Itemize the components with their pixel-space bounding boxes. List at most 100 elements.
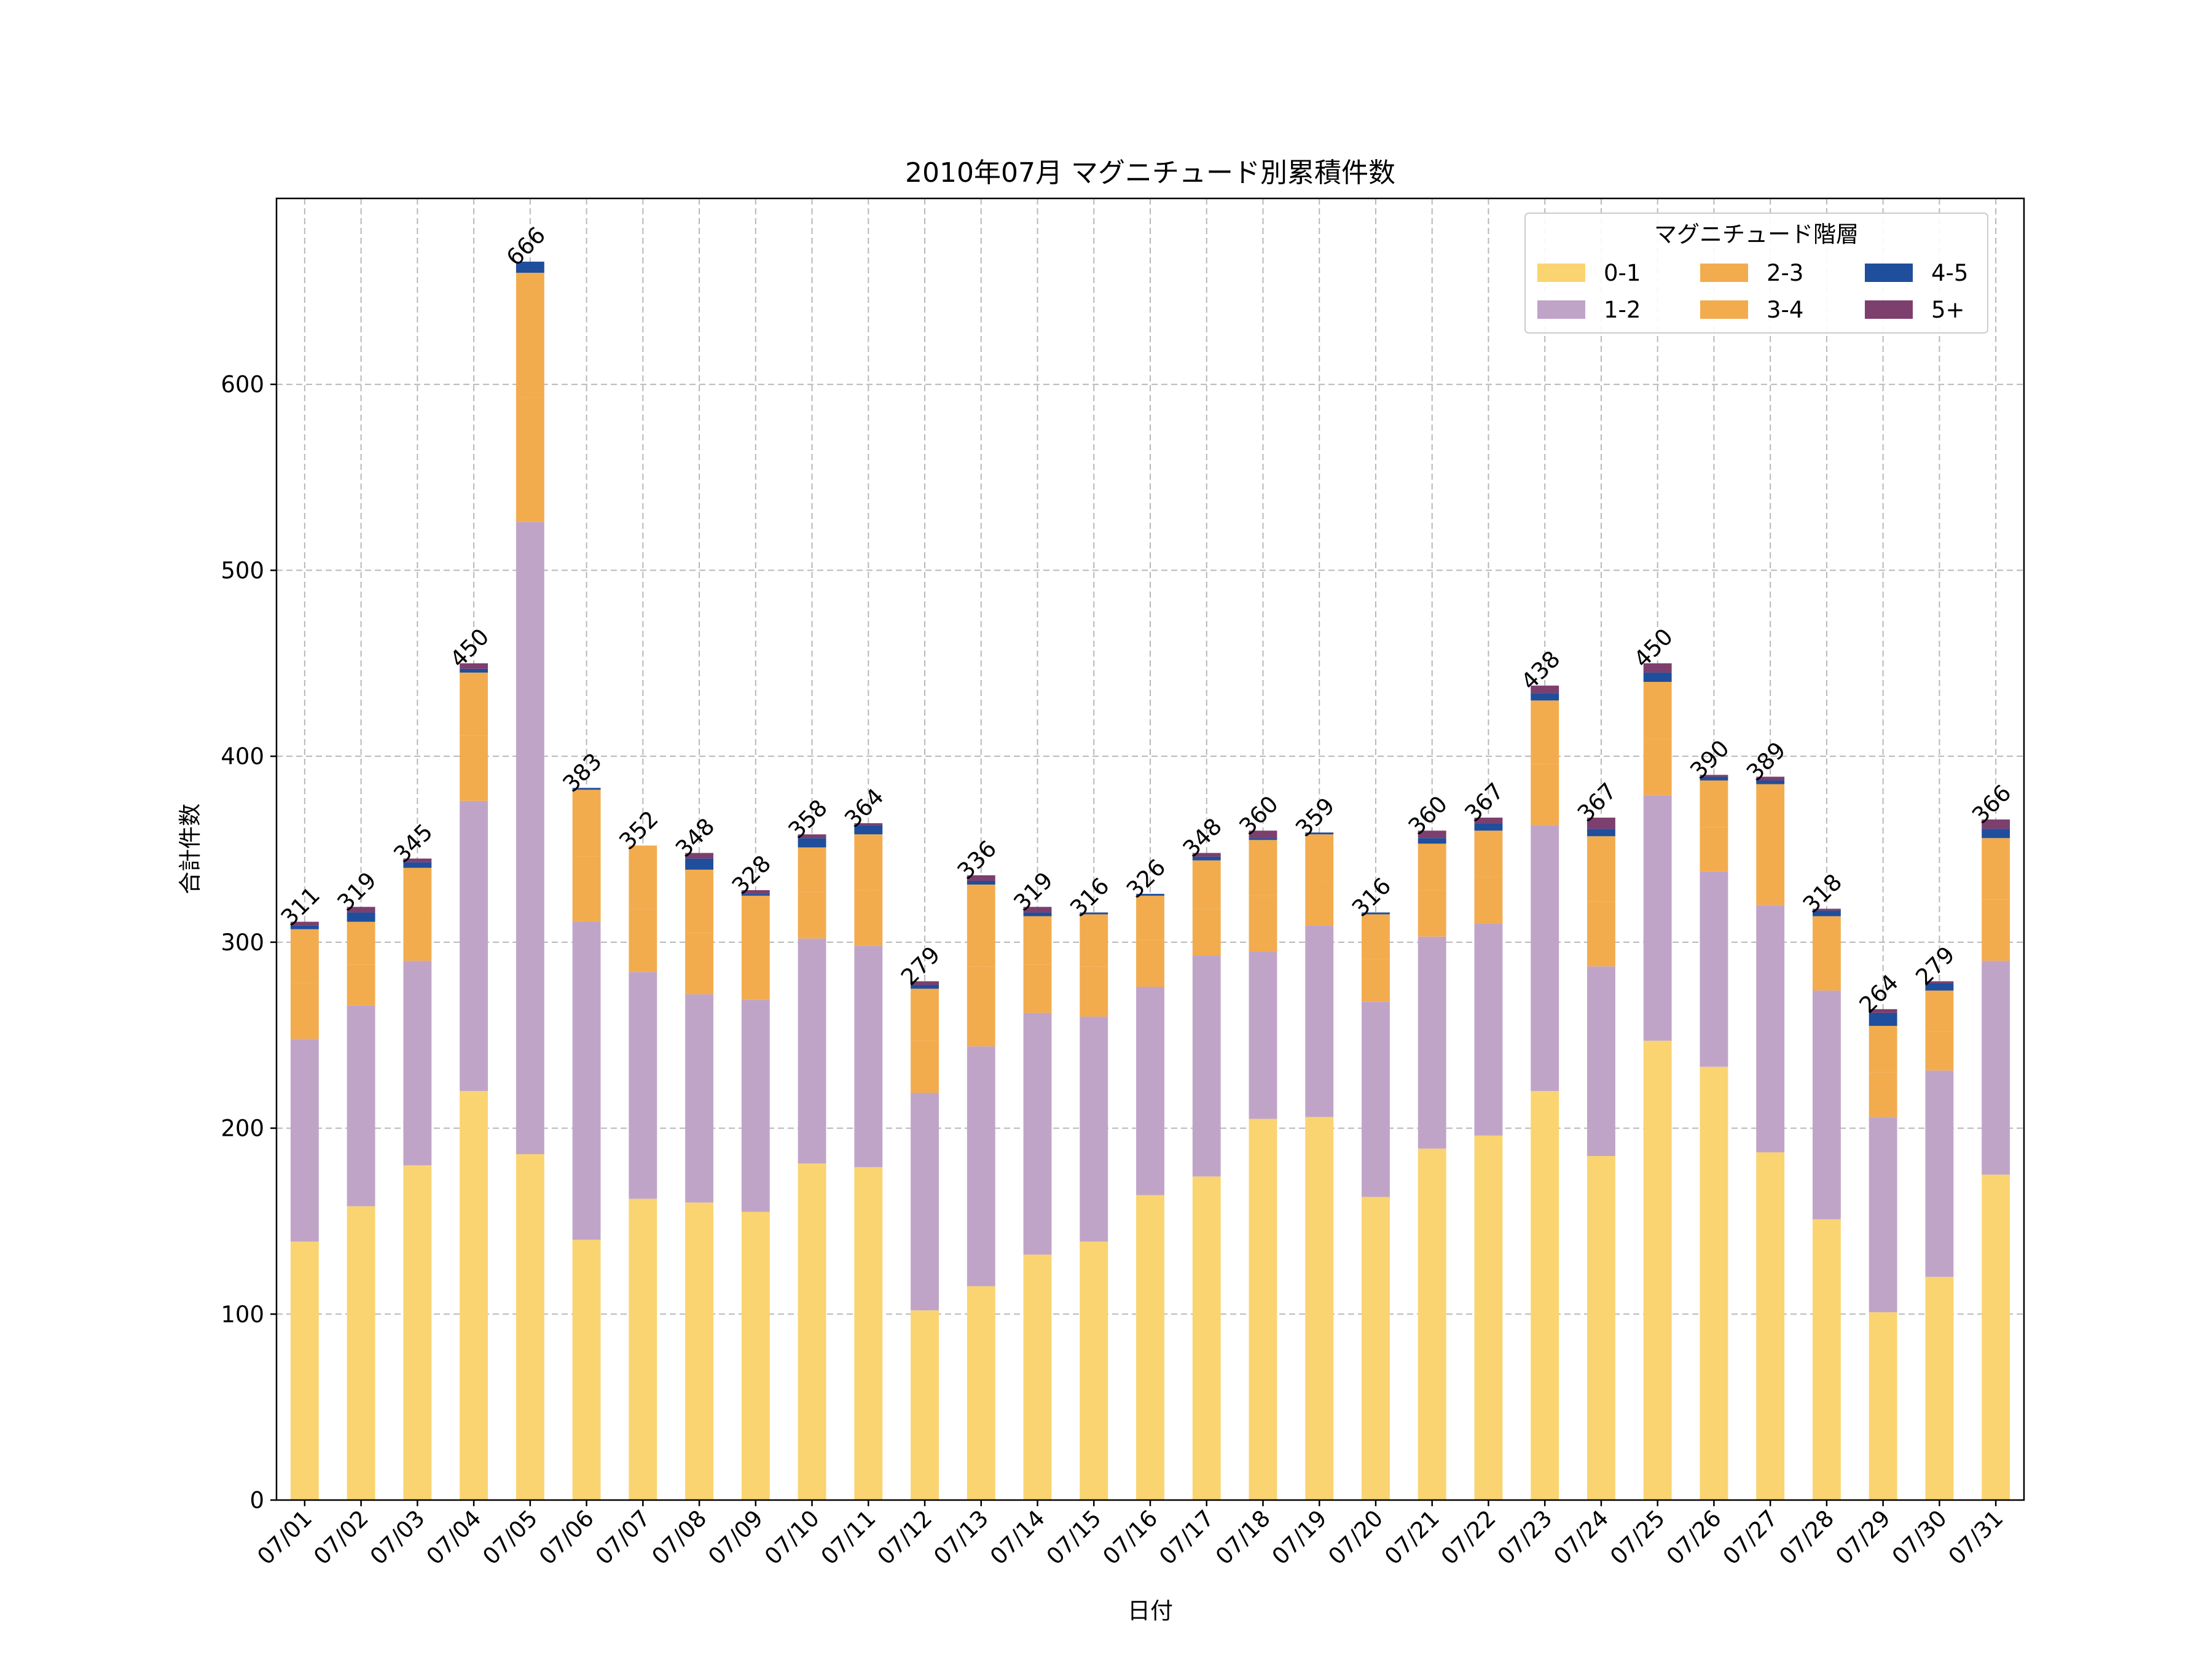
- bar-07-31-1-2: [1982, 961, 2010, 1175]
- bar-07-23-3-4: [1531, 700, 1559, 764]
- bar-07-07-1-2: [629, 972, 657, 1199]
- bar-07-14-4-5: [1023, 912, 1052, 916]
- legend-label: 1-2: [1604, 297, 1641, 323]
- bar-07-04-1-2: [460, 800, 488, 1092]
- bar-07-21-1-2: [1418, 936, 1446, 1149]
- bar-07-02-4-5: [347, 912, 375, 922]
- bar-07-20-1-2: [1362, 1001, 1390, 1197]
- bar-07-03-1-2: [403, 961, 432, 1166]
- bar-07-21-3-4: [1418, 843, 1446, 891]
- bar-07-14-0-1: [1023, 1254, 1052, 1500]
- bar-07-22-1-2: [1474, 923, 1503, 1136]
- bar-07-01-2-3: [290, 983, 319, 1039]
- bar-07-25-4-5: [1643, 672, 1672, 682]
- bar-07-06-3-4: [572, 789, 601, 857]
- bar-07-15-0-1: [1080, 1241, 1108, 1500]
- bar-07-23-4-5: [1531, 693, 1559, 701]
- bar-07-30-1-2: [1925, 1070, 1954, 1277]
- bar-07-21-0-1: [1418, 1148, 1446, 1500]
- bar-07-05-0-1: [516, 1154, 544, 1500]
- bar-07-24-2-3: [1587, 901, 1615, 967]
- bar-07-09-2-3: [741, 947, 770, 1000]
- bar-07-19-0-1: [1305, 1117, 1334, 1500]
- bar-07-08-5plus: [685, 853, 713, 859]
- bar-07-22-2-3: [1474, 877, 1503, 924]
- bar-07-27-3-4: [1756, 784, 1785, 846]
- bar-07-28-1-2: [1812, 990, 1841, 1219]
- bar-07-03-5plus: [403, 858, 432, 862]
- bar-07-14-1-2: [1023, 1012, 1052, 1255]
- bar-07-26-5plus: [1700, 775, 1728, 777]
- bar-07-07-0-1: [629, 1198, 657, 1500]
- y-tick-label: 300: [221, 929, 264, 956]
- bar-07-29-5plus: [1869, 1009, 1897, 1013]
- bar-07-17-5plus: [1192, 853, 1221, 857]
- bar-07-11-1-2: [854, 945, 883, 1168]
- bar-07-27-0-1: [1756, 1152, 1785, 1500]
- bar-07-09-0-1: [741, 1211, 770, 1500]
- bar-07-13-2-3: [967, 966, 995, 1047]
- bar-07-05-2-3: [516, 397, 544, 522]
- legend-swatch: [1700, 264, 1748, 282]
- bar-07-08-1-2: [685, 994, 713, 1203]
- bar-07-30-2-3: [1925, 1031, 1954, 1071]
- bar-07-14-2-3: [1023, 964, 1052, 1013]
- bar-07-22-4-5: [1474, 823, 1503, 831]
- bar-07-25-2-3: [1643, 739, 1672, 795]
- bar-07-27-4-5: [1756, 780, 1785, 784]
- bar-07-31-5plus: [1982, 819, 2010, 829]
- bar-07-23-1-2: [1531, 825, 1559, 1092]
- bar-07-19-2-3: [1305, 880, 1334, 926]
- bar-07-27-1-2: [1756, 905, 1785, 1152]
- bar-07-01-0-1: [290, 1241, 319, 1500]
- bar-07-05-1-2: [516, 522, 544, 1154]
- bar-07-17-2-3: [1192, 909, 1221, 956]
- bar-07-22-5plus: [1474, 818, 1503, 824]
- bar-07-31-4-5: [1982, 829, 2010, 838]
- bar-07-29-3-4: [1869, 1026, 1897, 1073]
- bar-07-12-3-4: [911, 988, 939, 1041]
- legend-title: マグニチュード階層: [1654, 221, 1859, 248]
- bar-07-16-2-3: [1136, 940, 1164, 987]
- bar-07-23-0-1: [1531, 1091, 1559, 1500]
- bar-07-14-5plus: [1023, 907, 1052, 913]
- bar-07-03-4-5: [403, 862, 432, 868]
- bar-07-15-1-2: [1080, 1016, 1108, 1242]
- bar-07-12-5plus: [911, 981, 939, 985]
- bar-07-29-1-2: [1869, 1117, 1897, 1313]
- bar-07-09-1-2: [741, 999, 770, 1212]
- bar-07-20-4-5: [1362, 912, 1390, 915]
- bar-07-09-4-5: [741, 894, 770, 896]
- legend: マグニチュード階層 0-1 1-2 2-3 3-4 4-5 5+: [1524, 213, 1988, 334]
- bar-07-10-4-5: [798, 838, 826, 848]
- bar-07-25-1-2: [1643, 795, 1672, 1041]
- bar-07-02-0-1: [347, 1206, 375, 1500]
- y-tick-label: 0: [249, 1487, 264, 1514]
- bar-07-15-4-5: [1080, 912, 1108, 915]
- y-tick-label: 500: [221, 557, 264, 584]
- bar-07-25-5plus: [1643, 663, 1672, 673]
- bar-07-24-5plus: [1587, 818, 1615, 829]
- bar-07-11-2-3: [854, 890, 883, 946]
- bar-07-15-3-4: [1080, 914, 1108, 967]
- bar-07-12-1-2: [911, 1093, 939, 1311]
- bar-07-17-4-5: [1192, 856, 1221, 861]
- bar-07-16-3-4: [1136, 896, 1164, 940]
- bar-07-24-4-5: [1587, 829, 1615, 837]
- bar-07-17-3-4: [1192, 860, 1221, 909]
- bar-07-03-3-4: [403, 867, 432, 915]
- bar-07-08-2-3: [685, 932, 713, 995]
- legend-label: 4-5: [1931, 260, 1968, 286]
- bar-07-13-5plus: [967, 875, 995, 881]
- bar-07-06-1-2: [572, 921, 601, 1240]
- y-axis-label: 合計件数: [177, 803, 203, 894]
- legend-label: 5+: [1931, 297, 1965, 323]
- bar-07-11-0-1: [854, 1167, 883, 1500]
- bar-07-17-0-1: [1192, 1176, 1221, 1500]
- bar-07-01-5plus: [290, 921, 319, 926]
- bar-07-29-4-5: [1869, 1012, 1897, 1026]
- bar-07-06-2-3: [572, 856, 601, 922]
- bar-07-27-2-3: [1756, 845, 1785, 905]
- bar-07-13-4-5: [967, 880, 995, 885]
